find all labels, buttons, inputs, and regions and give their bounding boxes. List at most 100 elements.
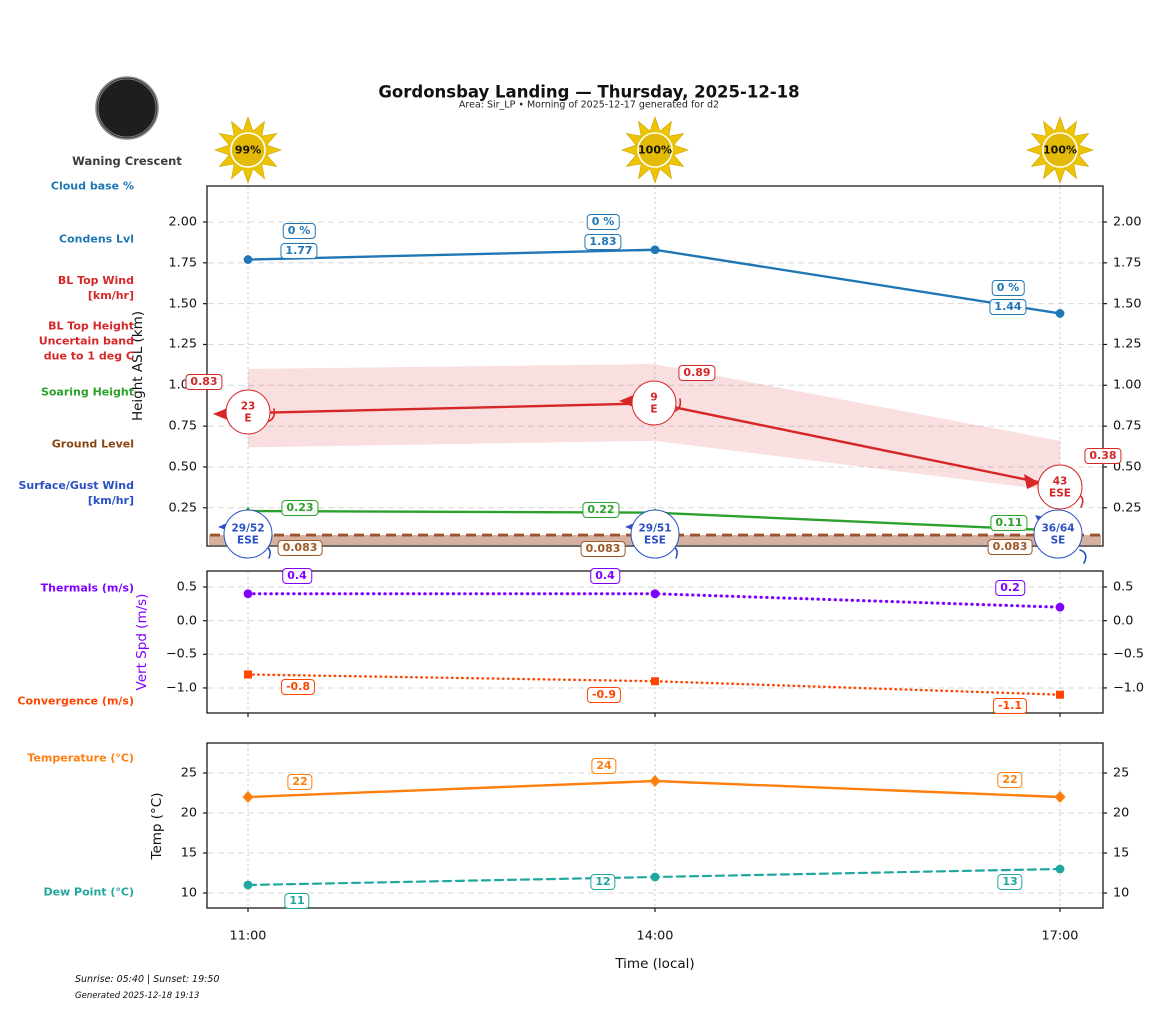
y-tick-label: 20 [180, 805, 197, 821]
y-tick-label: 1.25 [168, 336, 198, 352]
sidebar-label-thermals: Thermals (m/s) [40, 581, 134, 595]
value-label-ground: 0.083 [580, 541, 626, 557]
wind-text: E [650, 403, 658, 415]
y-tick-label: 1.75 [168, 255, 198, 271]
sun-icon-center [230, 132, 266, 168]
wind-circle-bl-top: 23 E [225, 389, 271, 435]
value-label-soaring: 0.23 [281, 500, 319, 516]
wind-text: 43 [1052, 475, 1068, 487]
sidebar-label-dew-point: Dew Point (°C) [43, 885, 134, 899]
y-tick-label: 15 [180, 845, 197, 861]
sidebar-label-condens-lvl: Condens Lvl [59, 232, 134, 246]
y-tick-label: 0.25 [1113, 500, 1142, 516]
sun-cloudfree-percent: 100% [638, 143, 672, 157]
y-tick-label: −0.5 [165, 646, 197, 662]
y-tick-label: 10 [1113, 885, 1130, 901]
value-label-cloud-base: 0 % [991, 280, 1025, 296]
value-label-soaring: 0.11 [990, 515, 1028, 531]
value-label-dew-point: 12 [590, 874, 616, 890]
value-label-ground: 0.083 [277, 540, 323, 556]
sidebar-label-temperature: Temperature (°C) [27, 751, 134, 765]
y-tick-label: 15 [1113, 845, 1130, 861]
wind-text: 36/64 [1041, 522, 1075, 534]
wind-text: 29/51 [638, 522, 672, 534]
value-label-ground: 0.083 [987, 539, 1033, 555]
sun-icon-center [637, 132, 673, 168]
y-tick-label: 0.50 [1113, 459, 1142, 475]
value-label-convergence: -0.8 [280, 679, 316, 695]
y-axis-label-vertspd: Vert Spd (m/s) [134, 593, 150, 691]
value-label-thermals: 0.4 [590, 568, 620, 584]
value-label-bl-top: 0.89 [678, 365, 716, 381]
y-tick-label: 0.25 [168, 500, 198, 516]
y-tick-label: 0.75 [168, 418, 198, 434]
x-tick-label: 17:00 [1041, 928, 1079, 944]
value-label-cloud-base: 0 % [282, 223, 316, 239]
value-label-bl-top: 0.83 [185, 374, 223, 390]
wind-text: ESE [1049, 487, 1071, 499]
value-label-thermals: 0.4 [282, 568, 312, 584]
moon-icon [95, 76, 159, 140]
value-label-cloud-base: 0 % [586, 214, 620, 230]
x-axis-label: Time (local) [615, 956, 695, 972]
value-label-temperature: 24 [591, 758, 617, 774]
y-tick-label: 2.00 [1113, 214, 1142, 230]
value-label-convergence: -0.9 [586, 687, 622, 703]
sidebar-label-ground-level: Ground Level [51, 437, 134, 451]
y-tick-label: 0.0 [176, 613, 197, 629]
y-tick-label: 1.00 [1113, 377, 1142, 393]
footer-sun-times: Sunrise: 05:40 | Sunset: 19:50 [75, 974, 220, 985]
y-tick-label: −1.0 [165, 680, 197, 696]
page-title: Gordonsbay Landing — Thursday, 2025-12-1… [378, 82, 800, 102]
y-tick-label: 0.5 [1113, 579, 1134, 595]
y-tick-label: 25 [180, 765, 197, 781]
value-label-condens: 1.77 [280, 243, 318, 259]
y-tick-label: −0.5 [1113, 646, 1145, 662]
sidebar-label-bl-top-height: BL Top Height Uncertain band due to 1 de… [38, 319, 134, 363]
value-label-soaring: 0.22 [582, 502, 620, 518]
y-tick-label: 2.00 [168, 214, 198, 230]
wind-circle-surface: 29/52 ESE [223, 509, 273, 559]
y-tick-label: 25 [1113, 765, 1130, 781]
x-tick-label: 11:00 [229, 928, 267, 944]
moon-icon-rim [97, 78, 157, 138]
footer-generated: Generated 2025-12-18 19:13 [75, 991, 200, 1001]
sun-icon-center [1042, 132, 1078, 168]
sidebar-label-cloud-base: Cloud base % [50, 179, 134, 193]
wind-text: ESE [644, 534, 666, 546]
wind-circle-bl-top: 43 ESE [1037, 464, 1083, 510]
sidebar-label-soaring-height: Soaring Height [40, 385, 134, 399]
wind-text: 29/52 [231, 522, 265, 534]
y-tick-label: 0.5 [176, 579, 197, 595]
wind-vane-tail [1079, 549, 1087, 564]
sidebar-label-convergence: Convergence (m/s) [17, 694, 134, 708]
moon-phase-label: Waning Crescent [72, 154, 182, 168]
wind-direction-arrow [1024, 474, 1040, 489]
y-tick-label: 0.75 [1113, 418, 1142, 434]
y-tick-label: 10 [180, 885, 197, 901]
sidebar-label-bl-top-wind: BL Top Wind [km/hr] [57, 274, 134, 302]
wind-text: 9 [650, 391, 658, 403]
y-tick-label: 0.50 [168, 459, 198, 475]
page-subtitle: Area: Sir_LP • Morning of 2025-12-17 gen… [458, 99, 720, 111]
value-label-temperature: 22 [287, 774, 313, 790]
wind-text: 23 [240, 400, 256, 412]
value-label-bl-top: 0.38 [1084, 448, 1122, 464]
y-tick-label: −1.0 [1113, 680, 1145, 696]
sidebar-label-surface-gust-wind: Surface/Gust Wind [km/hr] [18, 479, 135, 507]
wind-text: E [244, 412, 252, 424]
wind-text: ESE [237, 534, 259, 546]
y-tick-label: 1.25 [1113, 336, 1142, 352]
y-tick-label: 1.75 [1113, 255, 1142, 271]
value-label-condens: 1.44 [989, 299, 1027, 315]
sun-cloudfree-percent: 99% [234, 143, 262, 157]
value-label-dew-point: 11 [284, 893, 310, 909]
sun-cloudfree-percent: 100% [1043, 143, 1077, 157]
wind-circle-surface: 29/51 ESE [630, 509, 680, 559]
y-tick-label: 1.50 [168, 296, 198, 312]
value-label-temperature: 22 [997, 772, 1023, 788]
value-label-dew-point: 13 [997, 874, 1023, 890]
wind-circle-surface: 36/64 SE [1033, 509, 1083, 559]
